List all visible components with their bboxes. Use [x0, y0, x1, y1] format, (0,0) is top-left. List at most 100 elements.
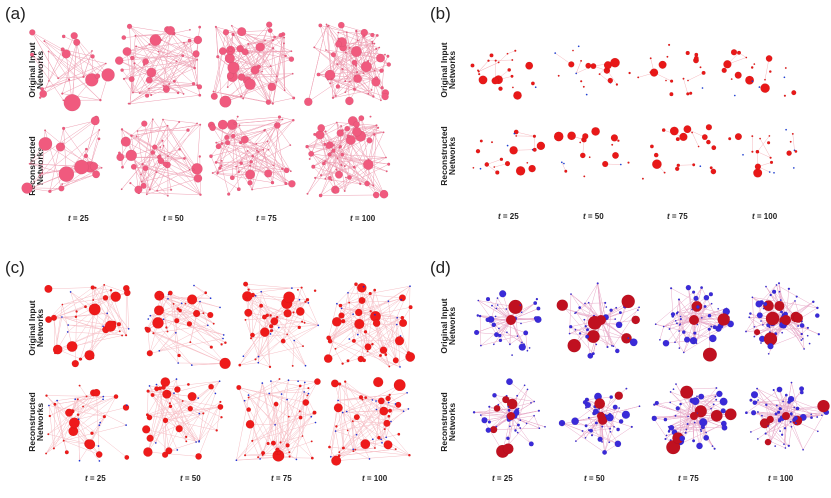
node: [178, 308, 182, 313]
edge: [257, 443, 269, 458]
node: [47, 79, 50, 82]
edge: [246, 298, 252, 339]
edge: [149, 406, 171, 418]
node: [144, 326, 149, 331]
edge: [346, 411, 370, 460]
node: [516, 394, 519, 397]
edge: [48, 287, 93, 290]
edge: [31, 54, 59, 79]
network-a-original-t2: [114, 23, 203, 105]
edge: [123, 40, 190, 80]
edge: [177, 389, 187, 442]
node: [380, 86, 384, 90]
edge: [287, 416, 290, 446]
edge: [362, 399, 389, 445]
edge: [239, 331, 265, 366]
node: [257, 355, 260, 358]
node: [245, 169, 256, 180]
node: [182, 156, 186, 160]
node: [347, 291, 349, 294]
edge: [675, 383, 695, 417]
edges: [236, 378, 318, 461]
node: [68, 417, 80, 429]
node: [694, 405, 707, 418]
node: [175, 60, 178, 63]
node: [323, 354, 333, 363]
edge: [575, 60, 582, 74]
edge: [329, 314, 376, 341]
node: [496, 297, 499, 300]
node: [73, 38, 81, 46]
node: [753, 63, 756, 66]
node: [209, 297, 212, 300]
node: [178, 120, 181, 124]
node: [260, 290, 263, 293]
edge: [146, 160, 162, 195]
edge: [756, 401, 822, 416]
node: [778, 290, 781, 293]
node: [187, 405, 194, 412]
node: [130, 55, 135, 61]
node: [794, 421, 798, 425]
edge: [221, 73, 293, 102]
edge: [770, 333, 802, 347]
node: [669, 79, 674, 83]
node: [668, 429, 671, 432]
node: [651, 416, 654, 418]
edge: [156, 164, 168, 191]
edge: [314, 26, 329, 48]
node: [291, 72, 294, 75]
node: [816, 415, 819, 419]
node: [356, 282, 367, 293]
edge: [61, 316, 69, 326]
node: [177, 362, 180, 364]
node: [244, 78, 256, 90]
node: [692, 439, 696, 443]
node: [611, 143, 614, 146]
edge: [693, 415, 715, 449]
node: [790, 398, 793, 401]
node: [40, 87, 45, 91]
edge: [307, 132, 384, 147]
edge: [241, 31, 294, 99]
edge: [346, 32, 355, 90]
edge: [341, 287, 362, 309]
edge: [217, 137, 227, 173]
edge: [146, 178, 199, 195]
edge: [696, 306, 706, 344]
edge: [92, 284, 105, 301]
node: [301, 435, 304, 437]
node: [687, 79, 689, 82]
edge: [167, 29, 195, 69]
node: [662, 325, 665, 328]
node: [141, 162, 144, 166]
edge: [269, 30, 292, 60]
edge: [669, 328, 685, 353]
node: [369, 309, 372, 313]
node: [375, 124, 378, 127]
edge: [292, 340, 295, 366]
node: [663, 417, 668, 422]
edge: [478, 60, 489, 72]
node: [287, 379, 290, 382]
edge: [211, 124, 283, 170]
node: [198, 93, 202, 97]
edge: [757, 411, 789, 446]
node: [222, 337, 224, 340]
node: [82, 405, 85, 408]
node: [92, 170, 101, 179]
node: [387, 414, 391, 418]
node: [283, 291, 295, 304]
node: [288, 451, 291, 454]
node: [687, 415, 690, 418]
edge: [146, 328, 226, 364]
edge: [143, 39, 199, 66]
edge: [311, 153, 389, 165]
edge: [46, 395, 89, 444]
node: [362, 72, 365, 75]
node: [243, 281, 249, 287]
node: [658, 338, 661, 341]
node: [83, 153, 89, 159]
node: [712, 325, 717, 330]
edge: [374, 306, 411, 315]
